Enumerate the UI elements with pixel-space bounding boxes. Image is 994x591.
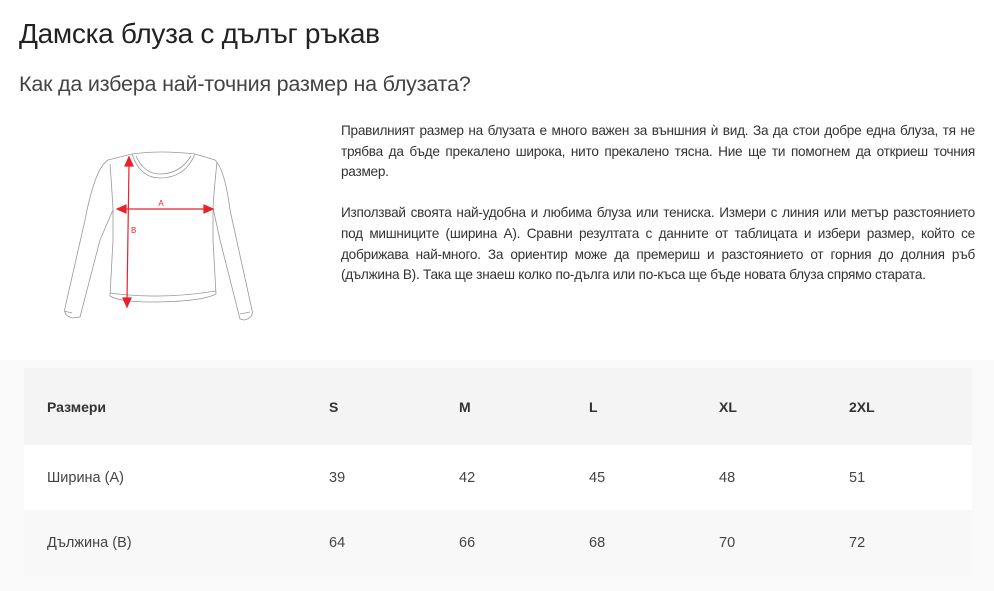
shirt-measurement-diagram: A B <box>63 151 253 321</box>
page-subtitle: Как да избера най-точния размер на блуза… <box>19 72 471 96</box>
header-cell: Размери <box>47 398 107 415</box>
table-row: Ширина (А) 39 42 45 48 51 <box>24 445 972 510</box>
header-cell: 2XL <box>849 398 875 415</box>
table-cell: 48 <box>719 469 736 486</box>
measurement-arrows <box>115 155 215 309</box>
table-cell: 66 <box>459 535 476 551</box>
header-cell: M <box>459 398 471 415</box>
description-paragraph: Правилният размер на блузата е много важ… <box>341 123 975 180</box>
label-a: A <box>158 199 164 208</box>
header-cell: L <box>589 398 598 415</box>
table-cell: 42 <box>459 469 476 486</box>
row-label: Дължина (В) <box>47 535 132 551</box>
page-title: Дамска блуза с дълъг ръкав <box>19 18 380 49</box>
row-label: Ширина (А) <box>47 469 124 486</box>
table-cell: 68 <box>589 535 606 551</box>
shirt-outline-icon <box>63 151 253 321</box>
header-cell: S <box>329 398 339 415</box>
table-cell: 51 <box>849 469 866 486</box>
description-paragraph: Използвай своята най-удобна и любима блу… <box>341 205 975 283</box>
table-cell: 72 <box>849 535 866 551</box>
table-cell: 45 <box>589 469 606 486</box>
table-cell: 39 <box>329 469 346 486</box>
table-row: Дължина (В) 64 66 68 70 72 <box>24 510 972 576</box>
label-b: B <box>131 226 136 235</box>
table-cell: 64 <box>329 535 346 551</box>
table-header-row: Размери S M L XL 2XL <box>24 368 972 445</box>
table-cell: 70 <box>719 535 736 551</box>
header-cell: XL <box>719 398 737 415</box>
size-table: Размери S M L XL 2XL Ширина (А) 39 42 45… <box>24 368 972 576</box>
header-area <box>0 0 994 360</box>
size-guide-description: Правилният размер на блузата е много важ… <box>341 121 975 306</box>
